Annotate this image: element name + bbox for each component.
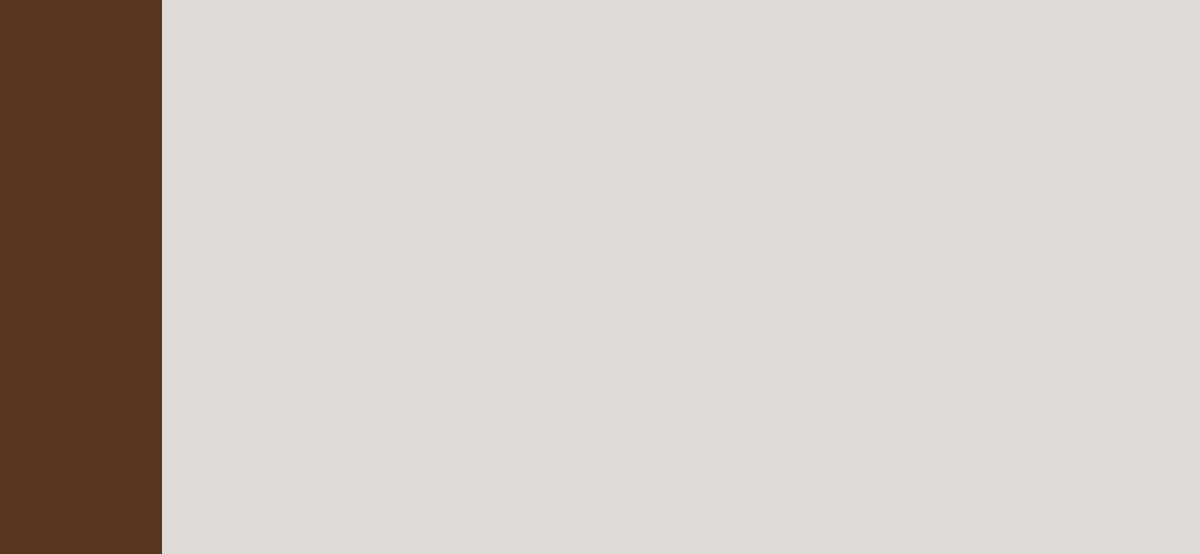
Text: 11cm: 11cm bbox=[407, 112, 454, 131]
Text: (b) Find the total area of the unshaded parts.: (b) Find the total area of the unshaded … bbox=[210, 444, 604, 461]
Text: The figure is not drawn to scale.: The figure is not drawn to scale. bbox=[254, 57, 536, 75]
Text: (a): (a) bbox=[175, 507, 198, 525]
Text: (b): (b) bbox=[175, 540, 198, 554]
Polygon shape bbox=[490, 189, 565, 330]
Text: Two squares overlap to form a triangle as shown in the figure below.: Two squares overlap to form a triangle a… bbox=[254, 27, 852, 45]
Text: 10cm: 10cm bbox=[625, 142, 672, 160]
Polygon shape bbox=[320, 145, 565, 375]
Text: Answer:: Answer: bbox=[175, 478, 242, 496]
Text: Q6.: Q6. bbox=[170, 27, 203, 45]
Polygon shape bbox=[490, 137, 750, 382]
Text: (a) Find the area of the shaded triangle.: (a) Find the area of the shaded triangle… bbox=[210, 408, 558, 426]
